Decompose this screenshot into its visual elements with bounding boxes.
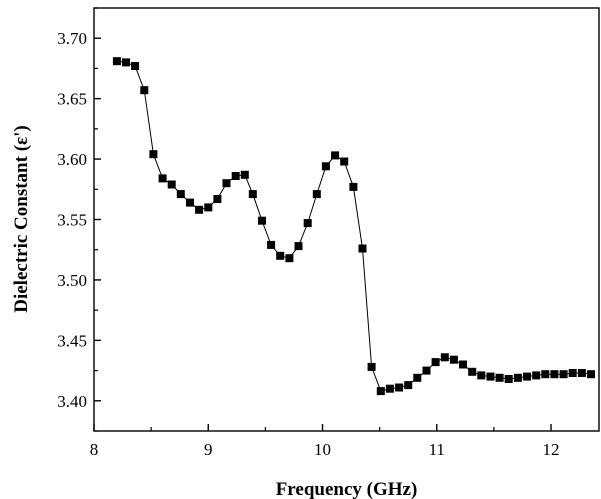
data-point-marker	[504, 375, 513, 383]
x-tick-label: 8	[90, 440, 99, 459]
data-point-marker	[532, 371, 541, 380]
data-point-marker	[568, 369, 577, 377]
data-point-marker	[385, 384, 394, 393]
data-point-marker	[486, 372, 495, 381]
data-point-marker	[358, 244, 367, 253]
data-point-marker	[422, 366, 431, 375]
data-point-marker	[495, 373, 504, 382]
data-point-marker	[158, 174, 167, 183]
y-tick-label: 3.65	[57, 90, 87, 109]
y-tick-label: 3.70	[57, 29, 87, 48]
data-point-marker	[131, 62, 140, 70]
data-point-marker	[413, 373, 422, 382]
data-point-marker	[140, 86, 149, 95]
data-point-marker	[376, 387, 385, 396]
data-point-marker	[294, 242, 303, 251]
data-point-marker	[303, 219, 312, 228]
y-tick-label: 3.40	[57, 392, 87, 411]
data-point-marker	[285, 254, 294, 263]
data-markers	[112, 57, 595, 396]
data-point-marker	[149, 150, 158, 159]
x-tick-label: 10	[314, 440, 331, 459]
data-point-marker	[267, 240, 276, 249]
data-point-marker	[559, 370, 568, 379]
y-axis-title: Dielectric Constant (ε')	[11, 125, 32, 313]
data-point-marker	[349, 182, 358, 191]
data-point-marker	[340, 157, 349, 166]
data-point-marker	[195, 205, 204, 214]
data-point-marker	[587, 370, 595, 379]
data-point-marker	[367, 362, 376, 371]
x-tick-label: 11	[429, 440, 445, 459]
data-point-marker	[186, 198, 194, 207]
y-tick-label: 3.45	[57, 331, 87, 350]
data-point-marker	[176, 190, 185, 199]
data-point-marker	[258, 216, 266, 225]
data-point-marker	[477, 371, 486, 380]
data-point-marker	[431, 358, 440, 367]
data-point-marker	[440, 353, 449, 362]
series-line	[116, 60, 592, 392]
data-point-marker	[276, 251, 285, 260]
data-point-marker	[513, 373, 522, 382]
data-point-marker	[449, 355, 458, 364]
x-axis-title: Frequency (GHz)	[276, 479, 418, 499]
x-tick-label: 12	[543, 440, 560, 459]
y-tick-label: 3.50	[57, 271, 87, 290]
data-point-marker	[122, 58, 130, 67]
data-point-marker	[459, 360, 467, 369]
y-axis: 3.40 3.45 3.50 3.55 3.60 3.65 3.70	[57, 7, 101, 432]
x-axis: 8 9 10 11 12	[90, 424, 560, 459]
data-point-marker	[395, 383, 404, 392]
y-tick-label: 3.60	[57, 150, 87, 169]
data-point-marker	[404, 381, 413, 390]
data-point-marker	[248, 190, 257, 199]
data-point-marker	[550, 370, 559, 379]
plot-frame	[93, 7, 600, 432]
data-point-marker	[523, 372, 531, 381]
data-point-marker	[204, 203, 213, 212]
data-point-marker	[112, 57, 121, 66]
data-point-marker	[231, 172, 240, 180]
data-point-marker	[213, 195, 222, 203]
data-point-marker	[312, 190, 321, 199]
data-point-marker	[167, 180, 176, 189]
data-point-marker	[331, 151, 340, 160]
data-point-marker	[240, 170, 249, 179]
y-tick-label: 3.55	[57, 211, 87, 230]
data-point-marker	[577, 369, 586, 377]
x-tick-label: 9	[204, 440, 213, 459]
data-point-marker	[321, 162, 330, 171]
data-point-marker	[468, 367, 477, 376]
data-point-marker	[541, 370, 550, 379]
data-point-marker	[222, 179, 231, 188]
